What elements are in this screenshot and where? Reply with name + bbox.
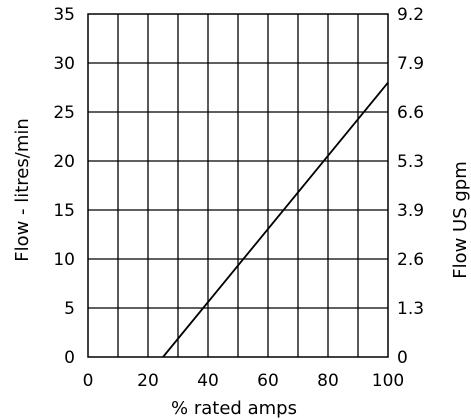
y2-axis-label: Flow US gpm xyxy=(450,161,471,279)
y2-tick-labels: 0 1.3 2.6 3.9 5.3 6.6 7.9 9.2 xyxy=(397,5,424,368)
y-tick-labels: 0 5 10 15 20 25 30 35 xyxy=(53,5,75,368)
y-tick-label: 10 xyxy=(53,250,75,270)
y-tick-label: 30 xyxy=(53,54,75,74)
y2-tick-label: 5.3 xyxy=(397,152,424,172)
plot-frame xyxy=(87,13,389,358)
y-tick-label: 25 xyxy=(53,103,75,123)
y2-tick-label: 6.6 xyxy=(397,103,424,123)
series-line xyxy=(162,82,389,358)
y-tick-label: 15 xyxy=(53,201,75,221)
x-tick-label: 100 xyxy=(372,371,404,391)
series-layer xyxy=(162,82,389,358)
x-tick-label: 20 xyxy=(137,371,159,391)
y2-tick-label: 1.3 xyxy=(397,299,424,319)
x-axis-label: % rated amps xyxy=(171,398,297,419)
y2-tick-label: 0 xyxy=(397,348,408,368)
x-tick-labels: 0 20 40 60 80 100 xyxy=(83,371,405,391)
y-tick-label: 20 xyxy=(53,152,75,172)
grid xyxy=(88,14,388,357)
x-tick-label: 60 xyxy=(257,371,279,391)
x-tick-label: 80 xyxy=(317,371,339,391)
x-tick-label: 40 xyxy=(197,371,219,391)
y-tick-label: 0 xyxy=(64,348,75,368)
y2-tick-label: 2.6 xyxy=(397,250,424,270)
y-tick-label: 35 xyxy=(53,5,75,25)
plot-border xyxy=(87,13,389,358)
y2-tick-label: 3.9 xyxy=(397,201,424,221)
y-axis-label: Flow - litres/min xyxy=(12,118,33,262)
y2-tick-label: 9.2 xyxy=(397,5,424,25)
x-tick-label: 0 xyxy=(83,371,94,391)
y-tick-label: 5 xyxy=(64,299,75,319)
y2-tick-label: 7.9 xyxy=(397,54,424,74)
